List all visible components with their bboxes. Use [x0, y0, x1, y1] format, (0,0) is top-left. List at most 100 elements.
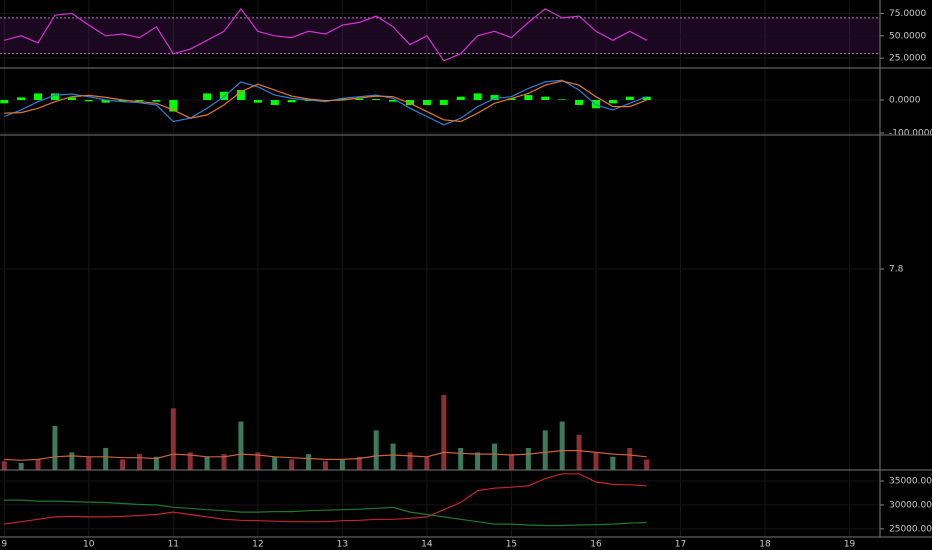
bar [644, 459, 650, 470]
bar [52, 425, 58, 470]
x-tick-label: 13 [337, 540, 348, 550]
bar [405, 100, 414, 105]
line [4, 7, 647, 62]
y-tick-label: 25000.0000 [889, 524, 932, 534]
bar [508, 454, 514, 470]
bar [287, 100, 296, 103]
bar [576, 434, 582, 470]
bar [610, 456, 616, 470]
x-tick-label: 12 [252, 540, 263, 550]
bar [34, 93, 43, 101]
bar [525, 447, 531, 470]
y-tick-label: 25.0000 [889, 54, 926, 64]
bar [558, 99, 567, 101]
line [3, 79, 647, 126]
bar [120, 459, 126, 470]
bar [507, 98, 516, 101]
bar [0, 100, 9, 104]
bar [338, 98, 347, 101]
bar [492, 443, 498, 470]
bar [289, 459, 295, 470]
bar [524, 95, 533, 101]
bar [575, 100, 584, 105]
bar [169, 100, 178, 112]
bar [306, 454, 312, 470]
bar [238, 421, 244, 470]
bar [103, 447, 109, 470]
bar [67, 97, 76, 101]
bar [473, 93, 482, 101]
y-tick-label: -100.0000 [889, 129, 932, 139]
y-tick-label: 50.0000 [889, 31, 926, 41]
x-tick-label: 14 [421, 540, 433, 550]
bar [50, 93, 59, 101]
bar [101, 100, 110, 103]
bar [203, 93, 212, 101]
bar [373, 430, 379, 470]
bar [35, 459, 41, 470]
line [4, 80, 647, 123]
bar [270, 100, 279, 105]
x-tick-label: 17 [675, 540, 686, 550]
bar [593, 452, 599, 470]
bar [18, 462, 24, 470]
bar [253, 100, 262, 103]
bar [559, 421, 565, 470]
bar [339, 459, 345, 470]
bar [356, 456, 362, 470]
line [4, 499, 647, 527]
y-tick-label: 75.0000 [889, 9, 926, 19]
bar [458, 447, 464, 470]
y-tick-label: 30000.0000 [889, 500, 932, 510]
x-tick-label: 15 [506, 540, 517, 550]
bar [627, 447, 633, 470]
bar [118, 100, 127, 102]
bar [204, 456, 210, 470]
line [4, 450, 647, 461]
bar [439, 100, 448, 105]
bar [372, 99, 381, 101]
x-tick-label: 10 [83, 540, 95, 550]
bar [441, 395, 447, 470]
bar [1, 461, 7, 470]
bar [475, 452, 481, 470]
bar [625, 96, 634, 101]
bar [272, 456, 278, 470]
bar [135, 100, 144, 102]
bar [591, 100, 600, 109]
bar [542, 430, 548, 470]
bar [236, 90, 245, 101]
bar [69, 452, 75, 470]
bar [422, 100, 431, 105]
bar [642, 96, 651, 101]
x-tick-label: 16 [590, 540, 602, 550]
bar [541, 96, 550, 101]
bar [355, 98, 364, 101]
y-tick-label: 35000.0000 [889, 477, 932, 487]
bar [608, 100, 617, 104]
bar [187, 452, 193, 470]
y-tick-label: 7.8 [889, 265, 904, 275]
bar [456, 96, 465, 101]
bar [86, 456, 92, 470]
y-tick-label: 0.0000 [889, 96, 921, 106]
bar [424, 456, 430, 470]
bar [389, 100, 398, 102]
bar [221, 454, 227, 470]
x-tick-label: 11 [168, 540, 179, 550]
x-tick-label: 9 [1, 540, 7, 550]
bar [136, 454, 142, 470]
bar [490, 95, 499, 101]
line [4, 473, 647, 525]
x-tick-label: 19 [844, 540, 856, 550]
bar [153, 456, 159, 470]
bar [407, 452, 413, 470]
bar [322, 461, 328, 470]
x-tick-label: 18 [759, 540, 771, 550]
bar [255, 452, 261, 470]
bar [390, 443, 396, 470]
bar [170, 408, 176, 470]
bar [17, 97, 26, 101]
bar [84, 100, 93, 102]
